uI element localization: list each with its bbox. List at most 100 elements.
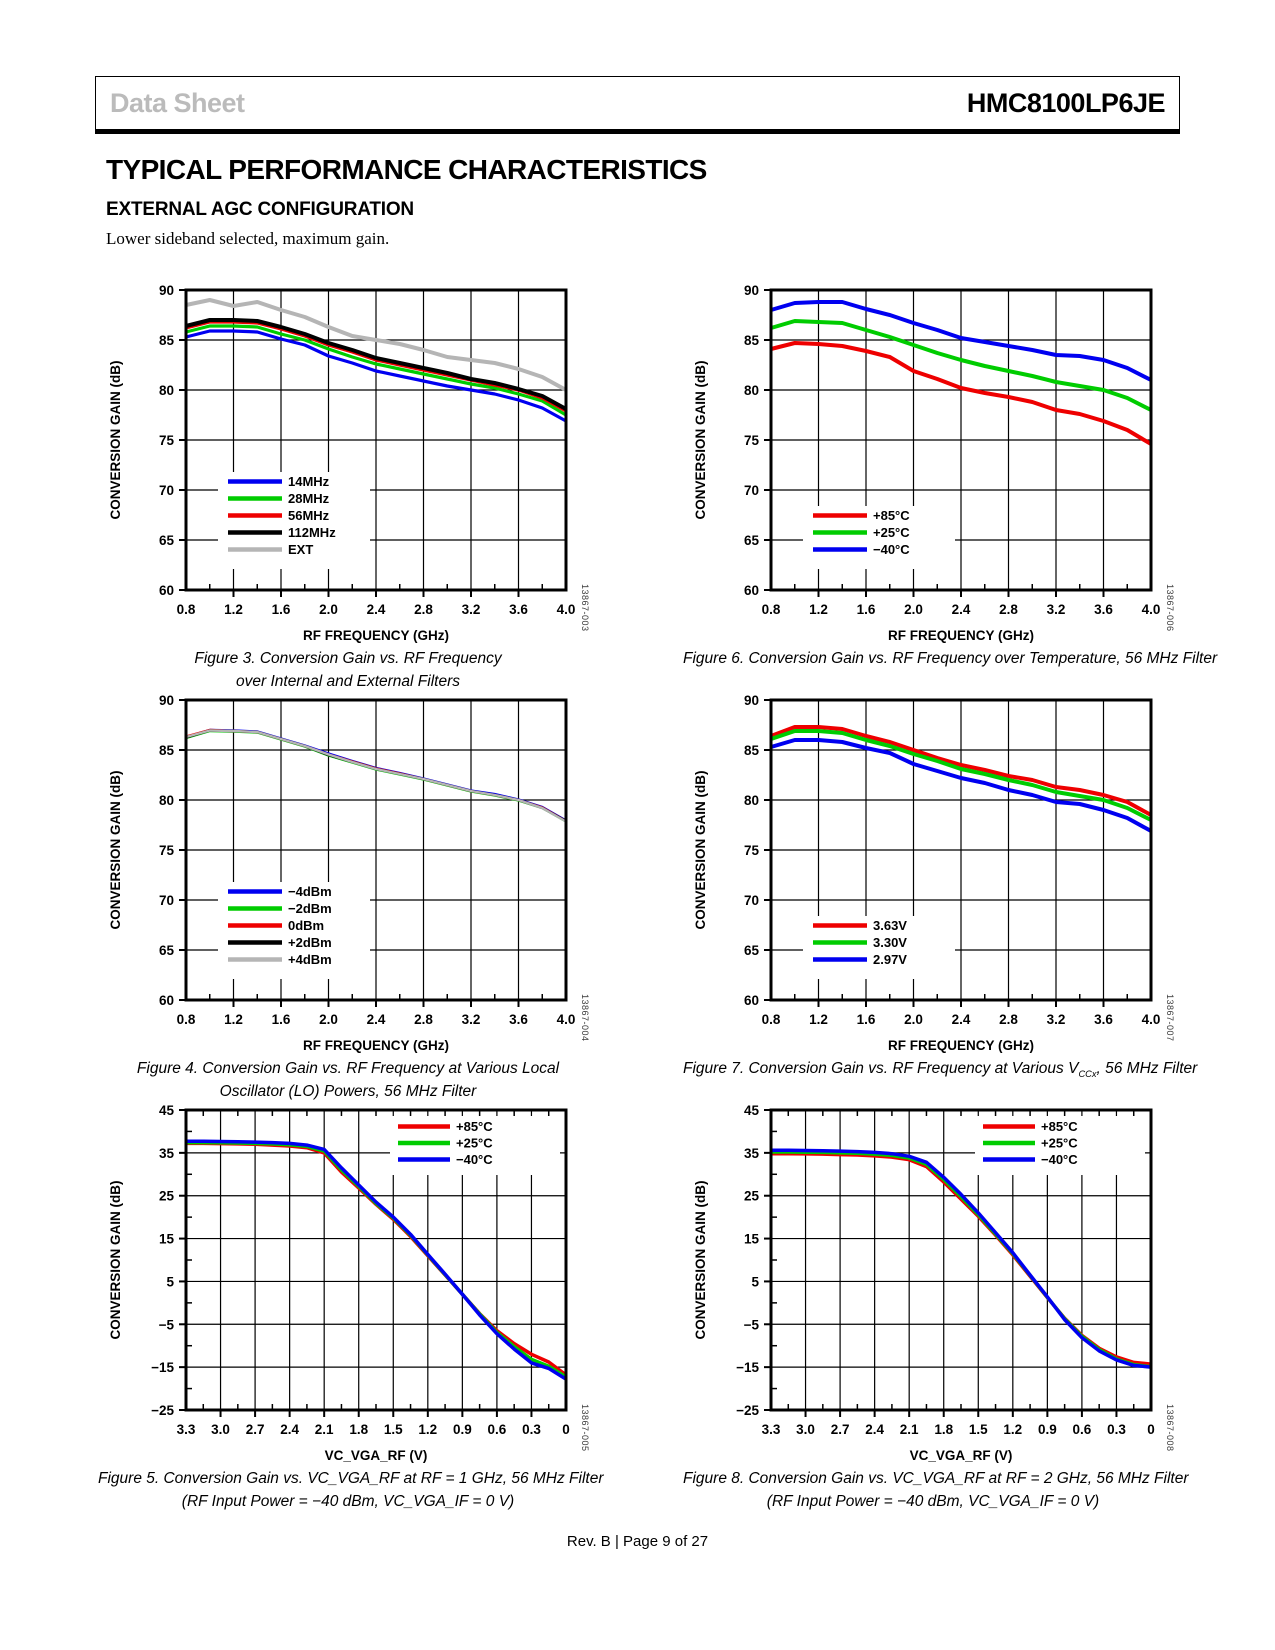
caption-line: over Internal and External Filters <box>98 670 598 693</box>
x-tick-label: 0.9 <box>1038 1422 1057 1437</box>
x-axis-label: VC_VGA_RF (V) <box>910 1448 1013 1463</box>
plot-figure-5: +85°C +25°C−40°C 3.3 3.0 2.7 2.4 2.1 1.8 1.5 1.2 0… <box>108 1103 590 1463</box>
figure-code: 13867-008 <box>1165 1404 1175 1452</box>
x-tick-label: 1.6 <box>272 602 291 617</box>
figure-code: 13867-007 <box>1165 994 1175 1042</box>
caption-text: over Internal and External Filters <box>236 673 460 691</box>
plot-figure-4: −4dBm −2dBm 0dBm +2dBm +4dBm 0.8 1.2 1.6 2.0 2.4 2… <box>108 693 590 1053</box>
figure-6-caption: Figure 6. Conversion Gain vs. RF Frequen… <box>683 647 1217 670</box>
page-header: Data Sheet HMC8100LP6JE <box>95 76 1180 134</box>
y-tick-label: 70 <box>159 893 174 908</box>
y-tick-label: 75 <box>744 433 760 448</box>
doc-type-label: Data Sheet <box>110 87 245 118</box>
caption-line: Oscillator (LO) Powers, 56 MHz Filter <box>98 1080 598 1103</box>
y-tick-label: 15 <box>159 1232 175 1247</box>
x-axis-label: VC_VGA_RF (V) <box>325 1448 428 1463</box>
legend-label: EXT <box>288 542 313 557</box>
x-tick-label: 2.8 <box>999 1012 1018 1027</box>
caption-text: Figure 3. Conversion Gain vs. RF Frequen… <box>194 650 502 667</box>
x-tick-label: 2.0 <box>319 1012 338 1027</box>
legend-label: +2dBm <box>288 935 332 950</box>
caption-text: , 56 MHz Filter <box>1096 1060 1198 1077</box>
figure-7-caption: Figure 7. Conversion Gain vs. RF Frequen… <box>683 1057 1197 1082</box>
y-tick-label: 85 <box>744 333 760 348</box>
x-tick-label: 2.1 <box>315 1422 334 1437</box>
x-tick-label: 1.8 <box>934 1422 953 1437</box>
x-tick-label: 3.6 <box>509 602 528 617</box>
legend: +85°C +25°C −40°C <box>803 506 955 569</box>
x-tick-label: 1.5 <box>969 1422 988 1437</box>
plot-frame <box>184 288 568 592</box>
figure-3-caption: Figure 3. Conversion Gain vs. RF Frequen… <box>98 647 598 694</box>
x-tick-label: 2.7 <box>831 1422 850 1437</box>
x-tick-label: 0.8 <box>177 602 196 617</box>
y-axis-label: CONVERSION GAIN (dB) <box>693 1180 708 1339</box>
x-axis-label: RF FREQUENCY (GHz) <box>888 628 1034 643</box>
y-tick-label: 70 <box>744 483 759 498</box>
x-tick-label: 2.4 <box>952 602 971 617</box>
y-tick-label: 85 <box>159 743 175 758</box>
legend-label: 0dBm <box>288 918 324 933</box>
figure-5-caption: Figure 5. Conversion Gain vs. VC_VGA_RF … <box>98 1467 604 1514</box>
legend-label: 2.97V <box>873 952 907 967</box>
y-tick-label: 60 <box>159 993 174 1008</box>
caption-text: Figure 4. Conversion Gain vs. RF Frequen… <box>136 1060 560 1077</box>
legend-label: +25°C <box>456 1136 493 1151</box>
chart-figure-3: 14MHz 28MHz 56MHz 112MHz EXT 0.8 1.2 1.6 2.0 2.4 2… <box>108 283 590 643</box>
x-tick-label: 0 <box>562 1422 570 1437</box>
series-line-+25°C <box>770 1150 1152 1369</box>
legend-label: −40°C <box>873 542 910 557</box>
series-line-+85°C <box>770 341 1152 446</box>
series-line-−40°C <box>770 300 1152 382</box>
chart-figure-4: −4dBm −2dBm 0dBm +2dBm +4dBm 0.8 1.2 1.6 2.0 2.4 2… <box>108 693 590 1053</box>
plot-figure-7: 3.63V 3.30V 2.97V 0.8 1.2 1.6 2.0 2.4 2.8 3.2 3.6 4… <box>693 693 1175 1053</box>
y-tick-label: 70 <box>744 893 759 908</box>
x-tick-label: 2.1 <box>900 1422 919 1437</box>
figure-7: 3.63V 3.30V 2.97V 0.8 1.2 1.6 2.0 2.4 2.8 3.2 3.6 4… <box>683 690 1197 1082</box>
plot-figure-8: +85°C +25°C−40°C 3.3 3.0 2.7 2.4 2.1 1.8 1.5 1.2 0… <box>693 1103 1175 1463</box>
y-tick-label: 25 <box>159 1189 175 1204</box>
y-tick-label: 60 <box>744 583 759 598</box>
caption-line: Figure 5. Conversion Gain vs. VC_VGA_RF … <box>98 1467 604 1490</box>
x-tick-label: 0.8 <box>762 1012 781 1027</box>
y-tick-label: 80 <box>159 793 174 808</box>
x-tick-label: 0.8 <box>177 1012 196 1027</box>
y-tick-label: 65 <box>744 943 760 958</box>
x-tick-label: 3.6 <box>1094 602 1113 617</box>
x-tick-label: 2.8 <box>414 1012 433 1027</box>
x-tick-label: 1.6 <box>857 602 876 617</box>
series-line-+4dBm <box>185 729 567 823</box>
y-axis-label: CONVERSION GAIN (dB) <box>108 360 123 519</box>
y-tick-label: 5 <box>751 1274 759 1289</box>
y-tick-label: −15 <box>736 1360 759 1375</box>
intro-text: Lower sideband selected, maximum gain. <box>106 229 390 248</box>
x-tick-label: 1.2 <box>809 602 828 617</box>
x-tick-label: 2.4 <box>280 1422 299 1437</box>
caption-text: Oscillator (LO) Powers, 56 MHz Filter <box>219 1083 477 1101</box>
legend-label: +85°C <box>873 508 910 523</box>
figure-code: 13867-003 <box>580 584 590 632</box>
y-axis-label: CONVERSION GAIN (dB) <box>108 770 123 929</box>
x-tick-label: 0.6 <box>488 1422 507 1437</box>
series-line-+25°C <box>770 319 1152 412</box>
x-tick-label: 2.0 <box>319 602 338 617</box>
y-tick-label: 45 <box>159 1103 175 1118</box>
figure-code: 13867-004 <box>580 994 590 1042</box>
x-tick-label: 4.0 <box>557 1012 576 1027</box>
y-tick-label: 35 <box>159 1146 175 1161</box>
x-tick-label: 1.5 <box>384 1422 403 1437</box>
plot-frame <box>769 1108 1153 1412</box>
figure-4: −4dBm −2dBm 0dBm +2dBm +4dBm 0.8 1.2 1.6 2.0 2.4 2… <box>98 690 598 1104</box>
x-tick-label: 0.6 <box>1073 1422 1092 1437</box>
x-tick-label: 3.3 <box>177 1422 196 1437</box>
legend-label: 56MHz <box>288 508 330 523</box>
legend: 14MHz 28MHz 56MHz 112MHz EXT <box>218 472 370 569</box>
x-tick-label: 1.2 <box>809 1012 828 1027</box>
x-tick-label: 4.0 <box>557 602 576 617</box>
legend-label: −4dBm <box>288 884 332 899</box>
y-tick-label: −15 <box>151 1360 174 1375</box>
series-line-112MHz <box>185 318 567 411</box>
chart-figure-5: +85°C +25°C−40°C 3.3 3.0 2.7 2.4 2.1 1.8 1.5 1.2 0… <box>108 1103 590 1463</box>
caption-text: Figure 7. Conversion Gain vs. RF Frequen… <box>683 1060 1079 1077</box>
y-tick-label: 15 <box>744 1232 760 1247</box>
